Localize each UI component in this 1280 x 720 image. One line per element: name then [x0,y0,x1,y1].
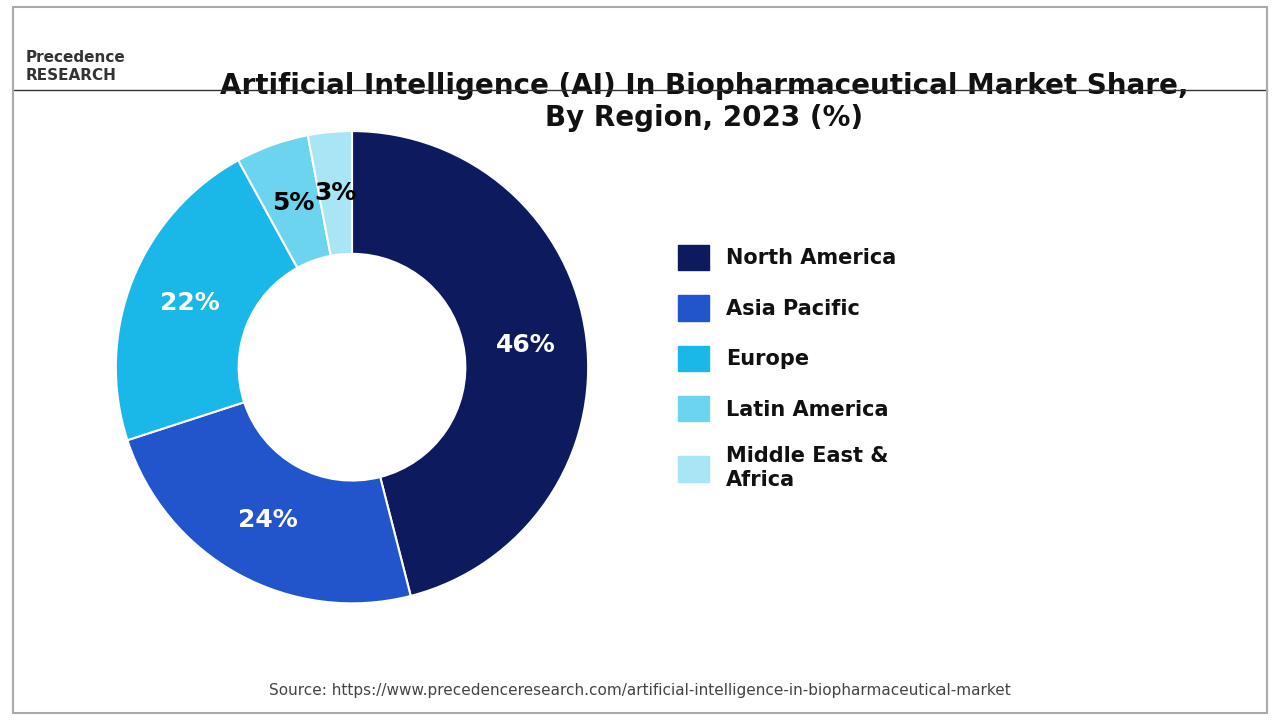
Legend: North America, Asia Pacific, Europe, Latin America, Middle East &
Africa: North America, Asia Pacific, Europe, Lat… [669,236,904,498]
Text: Precedence
RESEARCH: Precedence RESEARCH [26,50,125,83]
Text: 24%: 24% [238,508,298,532]
Text: 46%: 46% [495,333,556,357]
Wedge shape [352,131,588,596]
Wedge shape [116,161,297,440]
Text: Artificial Intelligence (AI) In Biopharmaceutical Market Share,
By Region, 2023 : Artificial Intelligence (AI) In Biopharm… [220,72,1188,132]
Text: 3%: 3% [315,181,357,205]
Wedge shape [128,402,411,603]
Text: Source: https://www.precedenceresearch.com/artificial-intelligence-in-biopharmac: Source: https://www.precedenceresearch.c… [269,683,1011,698]
Wedge shape [307,131,352,256]
Wedge shape [238,135,330,268]
Text: 5%: 5% [271,191,314,215]
Text: 22%: 22% [160,291,219,315]
